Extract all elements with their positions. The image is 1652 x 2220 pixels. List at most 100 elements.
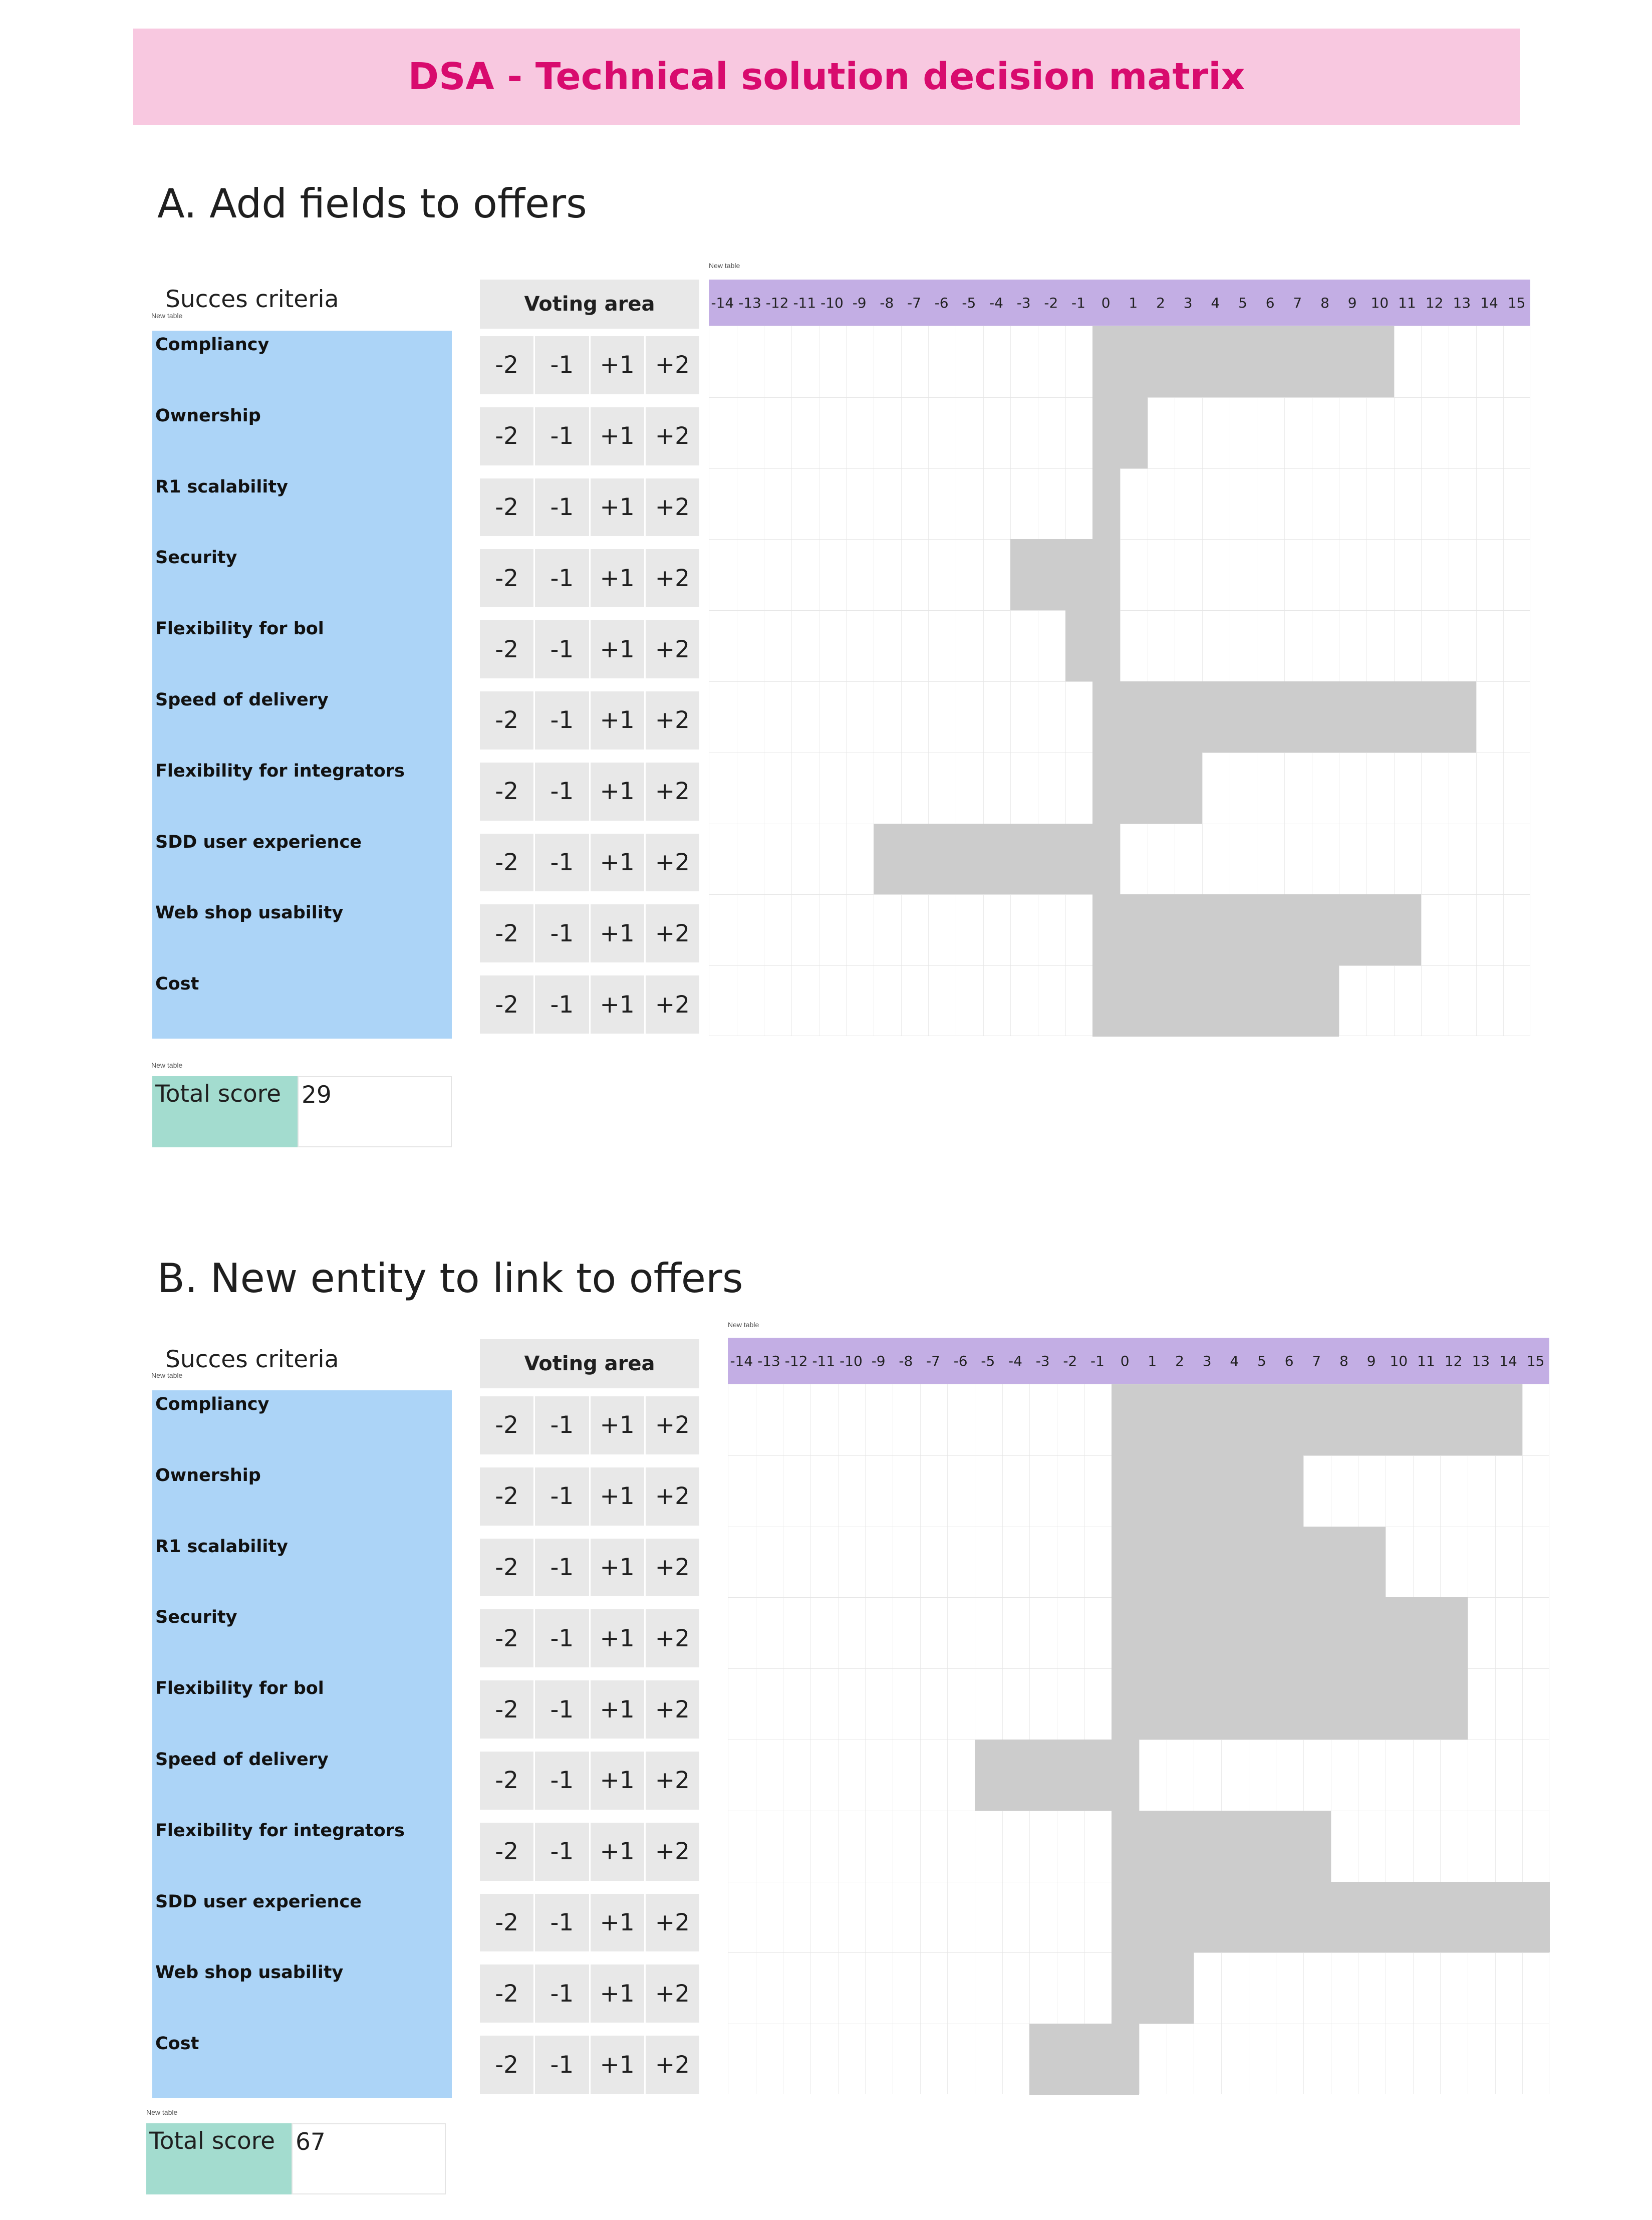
- vote-option-button[interactable]: -1: [533, 620, 589, 678]
- vote-option-button[interactable]: -1: [533, 833, 589, 892]
- vote-option-button[interactable]: -1: [533, 904, 589, 963]
- vote-option-button[interactable]: +1: [589, 620, 644, 678]
- vote-option-button[interactable]: +1: [589, 833, 644, 892]
- page-title: DSA - Technical solution decision matrix: [408, 55, 1245, 98]
- vote-option-button[interactable]: +1: [589, 1609, 644, 1668]
- vote-option-button[interactable]: +2: [644, 1964, 699, 2023]
- vote-option-button[interactable]: +2: [644, 1752, 699, 1810]
- vote-option-button[interactable]: +2: [644, 1467, 699, 1526]
- vote-option-button[interactable]: +2: [644, 1396, 699, 1454]
- vote-option-button[interactable]: +1: [589, 1396, 644, 1454]
- vote-option-button[interactable]: +2: [644, 549, 699, 608]
- vote-option-button[interactable]: +1: [589, 1538, 644, 1597]
- new-table-label: New table: [151, 1061, 183, 1069]
- vote-option-button[interactable]: +2: [644, 1609, 699, 1668]
- vote-option-button[interactable]: +1: [589, 478, 644, 537]
- vote-option-button[interactable]: -1: [533, 1964, 589, 2023]
- grid-line: [1284, 326, 1285, 1036]
- vote-option-button[interactable]: -1: [533, 1893, 589, 1952]
- vote-option-button[interactable]: -1: [533, 407, 589, 465]
- vote-option-button[interactable]: -1: [533, 549, 589, 608]
- vote-option-button[interactable]: +2: [644, 2036, 699, 2094]
- vote-option-button[interactable]: +1: [589, 407, 644, 465]
- vote-row: -2 -1 +1 +2: [480, 1538, 699, 1597]
- vote-option-button[interactable]: +2: [644, 620, 699, 678]
- vote-option-button[interactable]: -2: [495, 991, 519, 1019]
- vote-option-button[interactable]: -2: [495, 1767, 519, 1795]
- vote-option-button[interactable]: -2: [495, 422, 519, 450]
- vote-option-button[interactable]: -2: [495, 1483, 519, 1511]
- vote-option-button[interactable]: -1: [533, 478, 589, 537]
- vote-row: -2 -1 +1 +2: [480, 833, 699, 892]
- vote-option-button[interactable]: +2: [644, 762, 699, 821]
- vote-option-button[interactable]: +1: [589, 1964, 644, 2023]
- vote-option-button[interactable]: -1: [533, 1822, 589, 1881]
- vote-option-button[interactable]: -2: [495, 848, 519, 876]
- vote-option-button[interactable]: -2: [495, 351, 519, 379]
- vote-option-button[interactable]: +2: [644, 407, 699, 465]
- vote-option-button[interactable]: -1: [533, 336, 589, 394]
- vote-option-button[interactable]: +1: [589, 1680, 644, 1739]
- vote-option-button[interactable]: +1: [589, 691, 644, 750]
- vote-option-button[interactable]: -1: [533, 1680, 589, 1739]
- criterion-label: R1 scalability: [155, 476, 288, 497]
- vote-option-button[interactable]: -2: [495, 1695, 519, 1723]
- vote-option-button[interactable]: -2: [495, 1980, 519, 2008]
- vote-option-button[interactable]: +1: [589, 1893, 644, 1952]
- axis-tick-label: 14: [1480, 294, 1498, 311]
- axis-tick-label: 6: [1265, 294, 1275, 311]
- vote-option-button[interactable]: +1: [589, 549, 644, 608]
- vote-option-button[interactable]: +2: [644, 1822, 699, 1881]
- vote-option-button[interactable]: +1: [589, 904, 644, 963]
- vote-option-button[interactable]: +1: [589, 975, 644, 1034]
- vote-option-button[interactable]: -2: [495, 493, 519, 521]
- criterion-label: Flexibility for integrators: [155, 761, 405, 781]
- vote-option-button[interactable]: -1: [533, 762, 589, 821]
- score-bar: [975, 1740, 1139, 1811]
- vote-option-button[interactable]: -2: [495, 778, 519, 806]
- vote-option-button[interactable]: -2: [495, 1624, 519, 1652]
- score-bar: [1010, 539, 1120, 611]
- vote-option-button[interactable]: +1: [589, 1752, 644, 1810]
- vote-option-button[interactable]: +2: [644, 1538, 699, 1597]
- vote-option-button[interactable]: -1: [533, 1752, 589, 1810]
- vote-option-button[interactable]: +2: [644, 691, 699, 750]
- new-table-label: New table: [151, 1371, 183, 1379]
- axis-tick-label: 12: [1425, 294, 1444, 311]
- vote-option-button[interactable]: +1: [589, 1822, 644, 1881]
- axis-tick-label: 4: [1230, 1352, 1239, 1369]
- vote-option-button[interactable]: -2: [495, 919, 519, 947]
- vote-option-button[interactable]: +2: [644, 833, 699, 892]
- criterion-label: Ownership: [155, 1465, 261, 1486]
- vote-option-button[interactable]: +1: [589, 762, 644, 821]
- axis-tick-label: -7: [907, 294, 921, 311]
- vote-option-button[interactable]: -1: [533, 2036, 589, 2094]
- vote-option-button[interactable]: -2: [495, 635, 519, 663]
- vote-option-button[interactable]: +2: [644, 1893, 699, 1952]
- vote-option-button[interactable]: +2: [644, 975, 699, 1034]
- vote-option-button[interactable]: -1: [533, 1609, 589, 1668]
- vote-option-button[interactable]: -1: [533, 1396, 589, 1454]
- axis-tick-label: 0: [1120, 1352, 1130, 1369]
- vote-option-button[interactable]: +2: [644, 904, 699, 963]
- vote-option-button[interactable]: -1: [533, 1538, 589, 1597]
- vote-option-button[interactable]: -2: [495, 2051, 519, 2079]
- vote-option-button[interactable]: +1: [589, 336, 644, 394]
- vote-option-button[interactable]: +2: [644, 478, 699, 537]
- vote-option-button[interactable]: +1: [589, 1467, 644, 1526]
- vote-option-button[interactable]: +2: [644, 1680, 699, 1739]
- vote-option-button[interactable]: -2: [495, 1411, 519, 1439]
- vote-option-button[interactable]: -2: [495, 1553, 519, 1581]
- axis-tick-label: 2: [1175, 1352, 1184, 1369]
- vote-option-button[interactable]: -1: [533, 1467, 589, 1526]
- voting-area: -2 -1 +1 +2 -2 -1 +1 +2 -2 -1 +1 +2 -2 -1 +1 +2 -2 -1 +1 +2…: [480, 336, 699, 1038]
- vote-option-button[interactable]: +1: [589, 2036, 644, 2094]
- vote-option-button[interactable]: -2: [495, 706, 519, 734]
- vote-option-button[interactable]: -2: [495, 1838, 519, 1866]
- vote-option-button[interactable]: -1: [533, 975, 589, 1034]
- vote-option-button[interactable]: -1: [533, 691, 589, 750]
- vote-option-button[interactable]: -2: [495, 1908, 519, 1936]
- vote-option-button[interactable]: -2: [495, 564, 519, 592]
- axis-tick-label: 5: [1257, 1352, 1266, 1369]
- vote-option-button[interactable]: +2: [644, 336, 699, 394]
